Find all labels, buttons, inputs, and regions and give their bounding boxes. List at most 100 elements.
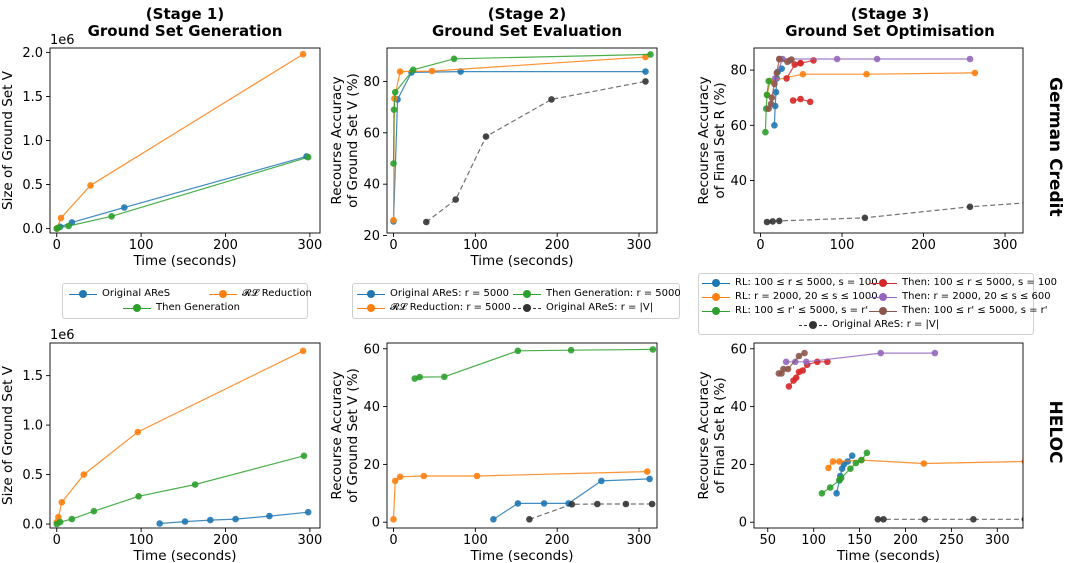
axes-frame (386, 47, 658, 234)
title-stage-1: (Stage 1) Ground Set Generation (60, 6, 310, 40)
x-axis-label: Time (seconds) (469, 548, 573, 563)
series-group (775, 349, 1023, 523)
y-axis-label: of Ground Set V (%) (345, 368, 361, 503)
data-point (880, 516, 887, 523)
y-tick-label: 20 (363, 458, 380, 473)
x-tick-label: 100 (801, 533, 826, 548)
data-point (299, 347, 307, 355)
data-point (847, 465, 854, 473)
legend-swatch (513, 289, 541, 299)
y-tick-label: 40 (730, 174, 747, 189)
data-point (863, 70, 870, 78)
data-point (858, 456, 865, 464)
x-tick-label: 100 (463, 533, 488, 548)
x-tick-label: 300 (627, 533, 652, 548)
data-point (423, 218, 430, 226)
x-tick-label: 0 (53, 533, 61, 548)
title-stage-1-stage: (Stage 1) (145, 5, 225, 23)
data-point (643, 468, 651, 475)
data-point (863, 449, 871, 457)
legend-swatch (702, 306, 730, 316)
title-stage-1-name: Ground Set Generation (87, 22, 283, 40)
legend-optimisation: RL: 100 ≤ r ≤ 5000, s = 100 RL: r = 2000… (698, 273, 1057, 335)
y-axis-label: Recourse Accuracy (696, 76, 712, 204)
data-point (789, 97, 797, 104)
data-point (390, 106, 398, 113)
series-line (414, 348, 653, 380)
data-point (784, 365, 792, 373)
legend-item: Original AReS: r = |V| (799, 319, 939, 330)
data-point (57, 214, 65, 222)
data-point (848, 452, 856, 460)
legend-label: Original AReS: r = |V| (832, 319, 940, 330)
data-point (156, 520, 163, 527)
x-tick-label: 300 (297, 238, 322, 253)
legend-swatch (702, 292, 730, 302)
title-stage-3: (Stage 3) Ground Set Optimisation (755, 6, 1025, 40)
axes-frame (49, 47, 321, 234)
series-line (529, 503, 653, 520)
data-point (452, 196, 460, 203)
data-point (207, 516, 214, 524)
data-point (598, 477, 605, 485)
data-point (457, 68, 464, 75)
x-tick-label: 300 (297, 533, 322, 548)
data-point (921, 516, 929, 523)
data-point (232, 515, 239, 523)
data-point (191, 481, 199, 488)
data-point (833, 490, 840, 497)
data-point (108, 213, 115, 220)
data-point (482, 133, 490, 140)
legend-swatch (209, 289, 237, 299)
y-tick-label: 0 (739, 516, 747, 531)
legend-label: Then: 100 ≤ r ≤ 5000, s = 100 (902, 277, 1057, 288)
x-tick-label: 100 (463, 238, 488, 253)
data-point (56, 518, 64, 526)
chart-gc-opt: 0 100 200 300 40 60 80 Recourse Accuracy of Fina… (696, 47, 1024, 253)
axes-frame (386, 342, 658, 529)
title-stage-3-stage: (Stage 3) (850, 5, 930, 23)
series-group (390, 346, 657, 523)
data-point (877, 349, 884, 357)
data-point (390, 160, 397, 167)
data-point (966, 203, 974, 211)
data-point (65, 222, 72, 230)
data-point (785, 383, 793, 390)
legend-label: 𝓡𝓛 Reduction (242, 288, 312, 299)
data-point (814, 358, 821, 366)
data-point (514, 347, 522, 355)
y-tick-label: 0.0 (22, 222, 43, 237)
data-point (304, 153, 312, 161)
x-tick-label: 0 (389, 533, 397, 548)
data-point (799, 367, 806, 374)
legend-label: Then: 100 ≤ r' ≤ 5000, s = r' (902, 305, 1048, 316)
data-point (648, 500, 656, 508)
series-line (764, 81, 770, 133)
x-tick-label: 50 (759, 533, 776, 548)
data-point (396, 68, 404, 75)
x-tick-label: 100 (129, 238, 154, 253)
data-point (797, 95, 804, 103)
series-line (159, 511, 309, 525)
chart-gc-gen: 0 100 200 300 0.0 0.5 1.0 1.5 2.0 1e6 Time (second… (0, 33, 322, 269)
data-point (300, 452, 308, 460)
legend-label: RL: r = 2000, 20 ≤ s ≤ 1000 (735, 291, 878, 302)
data-point (490, 516, 497, 523)
data-point (55, 224, 62, 231)
series-line (56, 155, 307, 230)
data-point (971, 69, 979, 77)
data-point (818, 490, 826, 497)
data-point (763, 91, 771, 99)
data-point (642, 68, 649, 75)
legend-label: Original AReS: r = 5000 (390, 288, 509, 299)
data-point (514, 500, 522, 507)
legend-item: Then: 100 ≤ r ≤ 5000, s = 100 (869, 277, 1057, 288)
axes-frame (753, 47, 1024, 234)
y-tick-label: 60 (363, 126, 380, 141)
series-group (53, 347, 312, 528)
legend-item: Then: 100 ≤ r' ≤ 5000, s = r' (869, 305, 1048, 316)
data-point (642, 78, 649, 85)
data-point (548, 96, 555, 103)
data-point (568, 501, 576, 508)
x-tick-label: 300 (993, 238, 1018, 253)
